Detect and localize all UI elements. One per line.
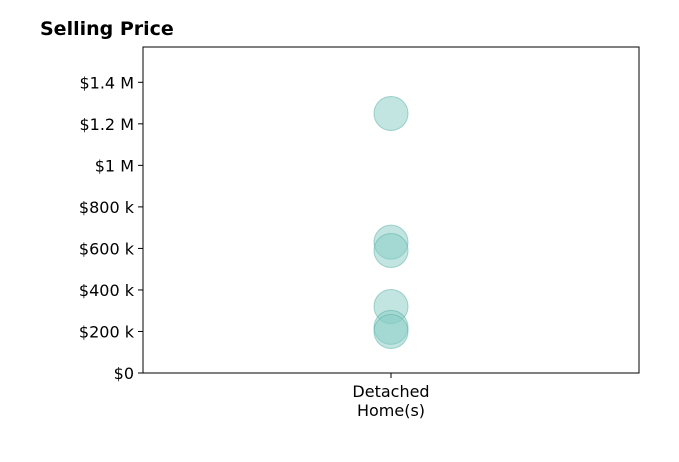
- data-point: [373, 232, 409, 268]
- x-tick-label: Detached Home(s): [352, 382, 429, 420]
- y-tick-label: $1.4 M: [79, 73, 134, 92]
- y-tick-label: $200 k: [79, 322, 135, 341]
- y-tick-label: $0: [114, 364, 134, 383]
- y-tick-label: $1.2 M: [79, 115, 134, 134]
- y-tick-label: $400 k: [79, 281, 135, 300]
- y-tick-label: $800 k: [79, 198, 135, 217]
- data-point: [373, 95, 409, 131]
- data-point: [373, 313, 409, 349]
- y-tick-label: $600 k: [79, 239, 135, 258]
- y-axis: $0 $200 k $400 k $600 k $800 k $1 M $1.2 M $1.4…: [79, 73, 143, 383]
- y-tick-label: $1 M: [95, 156, 134, 175]
- data-points: [373, 95, 409, 349]
- x-axis: Detached Home(s): [352, 373, 430, 420]
- chart-title: Selling Price: [40, 18, 174, 40]
